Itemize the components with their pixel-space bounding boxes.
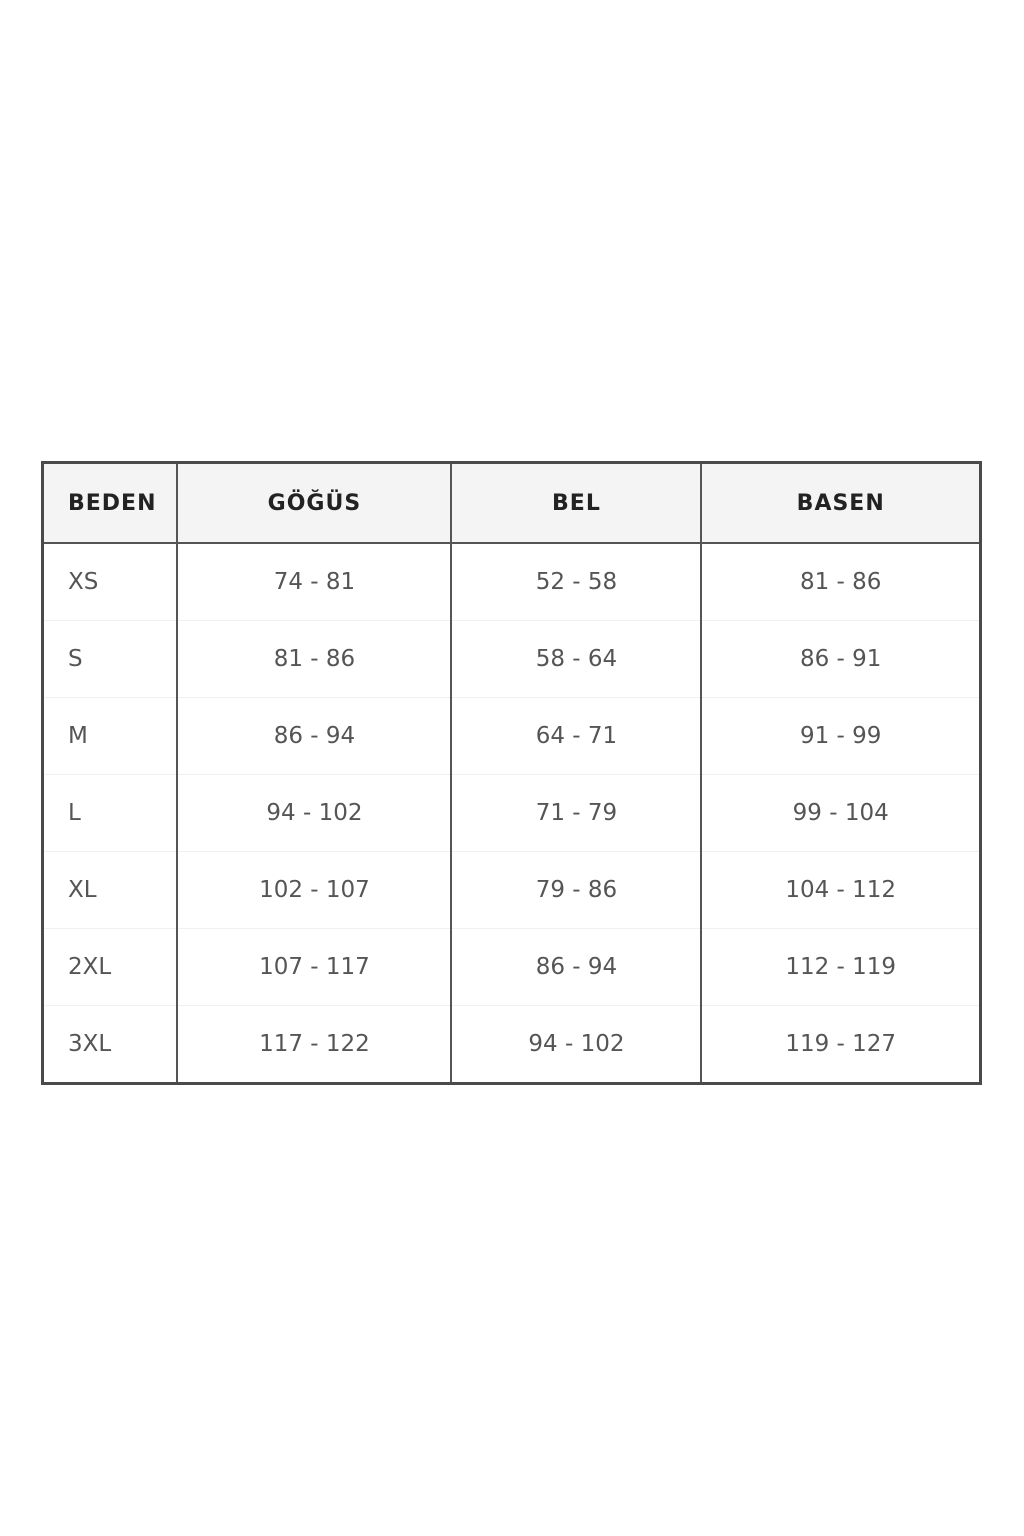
table-row: XL 102 - 107 79 - 86 104 - 112 (42, 851, 981, 929)
size-cell: 3XL (68, 1031, 112, 1057)
table-row: XS 74 - 81 52 - 58 81 - 86 (42, 543, 981, 621)
measurement-cell: 86 - 94 (176, 697, 452, 775)
measurement-cell: 99 - 104 (700, 774, 981, 852)
header-basen: BASEN (700, 462, 981, 544)
measurement-cell: 107 - 117 (176, 928, 452, 1006)
measurement-cell: 64 - 71 (450, 697, 702, 775)
measurement-cell: 117 - 122 (176, 1005, 452, 1084)
size-cell: S (42, 620, 178, 698)
measurement-cell: 94 - 102 (450, 1005, 702, 1084)
measurement-cell: 91 - 99 (700, 697, 981, 775)
measurement-cell: 94 - 102 (176, 774, 452, 852)
measurement-cell: 58 - 64 (450, 620, 702, 698)
measurement-cell: 74 - 81 (176, 543, 452, 621)
table-row: L 94 - 102 71 - 79 99 - 104 (42, 774, 981, 852)
header-bel: BEL (450, 462, 702, 544)
header-gogus: GÖĞÜS (176, 462, 452, 544)
table-body: XS 74 - 81 52 - 58 81 - 86 S 81 - 86 58 - 64 86… (42, 543, 981, 1084)
table-row: S 81 - 86 58 - 64 86 - 91 (42, 620, 981, 698)
measurement-cell: 81 - 86 (176, 620, 452, 698)
header-row: BEDEN GÖĞÜS BEL BASEN (42, 462, 981, 544)
measurement-cell: 79 - 86 (450, 851, 702, 929)
measurement-cell: 86 - 91 (700, 620, 981, 698)
size-chart-table: BEDEN GÖĞÜS BEL BASEN XS 74 - 81 52 - 58 81 - … (41, 461, 982, 1085)
table-row: 3XL 117 - 122 94 - 102 119 - 127 (43, 1005, 981, 1084)
measurement-cell: 71 - 79 (450, 774, 702, 852)
measurement-cell: 104 - 112 (700, 851, 981, 929)
size-cell: 2XL (42, 928, 178, 1006)
table-row: M 86 - 94 64 - 71 91 - 99 (42, 697, 981, 775)
measurement-cell: 112 - 119 (700, 928, 981, 1006)
measurement-cell: 86 - 94 (450, 928, 702, 1006)
measurement-cell: 102 - 107 (176, 851, 452, 929)
measurement-cell: 52 - 58 (450, 543, 702, 621)
header-beden: BEDEN (42, 462, 178, 544)
measurement-cell: 81 - 86 (700, 543, 981, 621)
measurement-cell: 119 - 127 (700, 1005, 981, 1084)
table-row: 2XL 107 - 117 86 - 94 112 - 119 (42, 928, 981, 1006)
size-cell: XS (42, 543, 178, 621)
size-cell: M (42, 697, 178, 775)
size-cell: L (42, 774, 178, 852)
size-cell: XL (42, 851, 178, 929)
